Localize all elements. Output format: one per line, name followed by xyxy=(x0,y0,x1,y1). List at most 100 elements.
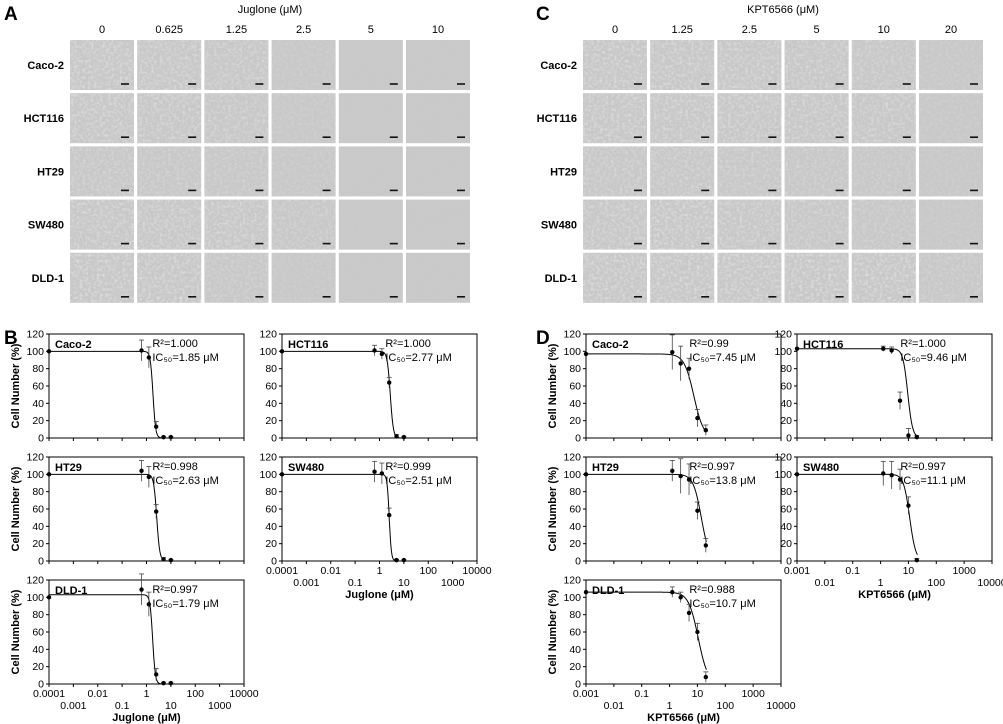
y-tick-label-20: 20 xyxy=(32,538,44,550)
y-tick-label-60: 60 xyxy=(32,504,44,516)
micrograph-hct116-10 xyxy=(406,93,470,144)
cell-highlight xyxy=(851,93,916,144)
y-tick-label-100: 100 xyxy=(26,592,44,604)
micrograph-sw480-20 xyxy=(919,199,983,250)
y-axis-label: Cell Number (%) xyxy=(547,466,559,551)
data-point xyxy=(161,557,166,562)
panel-label-b: B xyxy=(4,328,18,349)
cell-highlight xyxy=(583,146,647,197)
row-label-caco-2: Caco-2 xyxy=(27,60,64,72)
y-tick-label-100: 100 xyxy=(259,346,277,358)
x-tick-label-0-001: 0.001 xyxy=(784,565,810,577)
fitted-curve xyxy=(586,473,707,542)
y-tick-label-80: 80 xyxy=(265,486,277,498)
x-tick-label-0-001: 0.001 xyxy=(573,688,599,700)
panel-title: Juglone (μM) xyxy=(238,4,302,16)
cell-line-label: Caco-2 xyxy=(592,339,629,351)
data-point xyxy=(889,348,894,353)
cell-highlight xyxy=(851,199,916,250)
micrograph-ht29-0 xyxy=(70,146,134,197)
x-tick-label-1000: 1000 xyxy=(208,700,232,712)
data-point xyxy=(153,509,159,514)
row-label-dld-1: DLD-1 xyxy=(32,273,64,285)
data-point xyxy=(695,415,700,421)
micrograph-ht29-0-625 xyxy=(137,146,202,197)
cell-line-label: HCT116 xyxy=(288,339,328,351)
ic50-label: IC₅₀=2.51 μM xyxy=(385,475,451,487)
cell-highlight xyxy=(717,252,782,303)
r-squared-label: R²=0.998 xyxy=(152,461,198,473)
y-axis-label: Cell Number (%) xyxy=(547,589,559,674)
row-label-hct116: HCT116 xyxy=(24,113,64,125)
x-tick-label-0-01: 0.01 xyxy=(815,577,836,589)
panel-label-d: D xyxy=(536,328,550,349)
data-point xyxy=(686,610,692,616)
data-point xyxy=(372,348,377,353)
concentration-label-10: 10 xyxy=(878,24,890,36)
micrograph-sw480-5 xyxy=(784,199,849,250)
cell-line-label: HCT116 xyxy=(803,339,843,351)
micrograph-hct116-0-625 xyxy=(137,93,202,144)
y-tick-label-40: 40 xyxy=(265,521,277,533)
y-tick-label-40: 40 xyxy=(569,521,581,533)
y-tick-label-60: 60 xyxy=(569,627,581,639)
micrograph-sw480-0 xyxy=(583,199,647,250)
dose-response-chart-d-caco-2: 0 20 40 60 80 100 120 Cell Number (%) Caco-2 R²=0… xyxy=(547,329,782,445)
micrograph-dld-1-5 xyxy=(784,252,849,303)
dose-response-chart-b-hct116: 0 20 40 60 80 100 120 HCT116 R²=1.000 IC₅₀=2.77 μ… xyxy=(259,329,478,445)
y-tick-label-60: 60 xyxy=(569,381,581,393)
x-tick-label-10: 10 xyxy=(398,577,410,589)
cell-highlight xyxy=(784,199,849,250)
y-tick-label-20: 20 xyxy=(569,415,581,427)
micrograph-ht29-1-25 xyxy=(650,146,715,197)
x-tick-label-1: 1 xyxy=(144,688,150,700)
cell-line-label: HT29 xyxy=(55,462,82,474)
panel-a: A Juglone (μM) 0 0.625 1.25 2.5 5 10 Caco-2 HCT11… xyxy=(4,4,470,303)
ic50-label: IC₅₀=2.77 μM xyxy=(385,352,451,364)
row-label-caco-2: Caco-2 xyxy=(540,60,577,72)
cell-highlight xyxy=(851,252,916,303)
data-point xyxy=(889,473,894,478)
r-squared-label: R²=1.000 xyxy=(900,338,946,350)
data-point xyxy=(146,355,152,360)
micrograph-caco-2-0 xyxy=(70,40,134,90)
data-point xyxy=(670,350,675,355)
data-point xyxy=(161,434,166,440)
micrograph-dld-1-1-25 xyxy=(650,252,715,303)
cell-line-label: Caco-2 xyxy=(55,339,92,351)
y-axis-label: Cell Number (%) xyxy=(547,343,559,428)
data-point xyxy=(897,398,903,403)
micrograph-caco-2-1-25 xyxy=(650,40,715,90)
y-tick-label-120: 120 xyxy=(26,575,44,587)
cell-highlight xyxy=(271,252,336,303)
data-point xyxy=(703,674,709,680)
dose-response-chart-d-ht29: 0 20 40 60 80 100 120 Cell Number (%) HT29 R²=0.9… xyxy=(547,452,782,568)
y-tick-label-0: 0 xyxy=(575,433,581,445)
cell-highlight xyxy=(784,93,849,144)
concentration-label-10: 10 xyxy=(432,24,444,36)
cell-highlight xyxy=(650,252,715,303)
cell-highlight xyxy=(650,40,715,90)
x-tick-label-0-01: 0.01 xyxy=(604,700,625,712)
micrograph-sw480-0 xyxy=(70,199,134,250)
y-tick-label-60: 60 xyxy=(780,504,792,516)
y-tick-label-100: 100 xyxy=(563,469,581,481)
r-squared-label: R²=1.000 xyxy=(152,338,198,350)
ic50-label: IC₅₀=1.79 μM xyxy=(152,598,218,610)
x-tick-label-10000: 10000 xyxy=(229,688,258,700)
cell-highlight xyxy=(137,146,202,197)
micrograph-sw480-2-5 xyxy=(717,199,782,250)
x-axis-label: KPT6566 (μM) xyxy=(858,589,931,601)
row-label-dld-1: DLD-1 xyxy=(545,273,577,285)
cell-highlight xyxy=(338,199,403,250)
data-point xyxy=(914,557,920,563)
y-tick-label-120: 120 xyxy=(259,329,277,341)
data-point xyxy=(881,346,886,351)
x-tick-label-10000: 10000 xyxy=(462,565,491,577)
data-point xyxy=(46,472,52,477)
data-point xyxy=(686,477,692,482)
data-point xyxy=(161,680,166,686)
x-tick-label-1000: 1000 xyxy=(952,565,976,577)
data-point xyxy=(583,472,589,477)
